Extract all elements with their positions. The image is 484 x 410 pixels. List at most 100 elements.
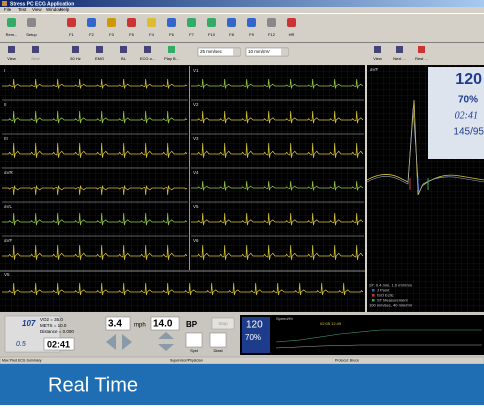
vitals-mini: [242, 317, 270, 353]
tool-icon[interactable]: [396, 46, 403, 53]
tool-icon[interactable]: [287, 18, 296, 27]
tool-icon[interactable]: [247, 18, 256, 27]
tool-label[interactable]: F8: [229, 32, 234, 37]
status-field: Protocol: Bruce: [335, 358, 359, 362]
tool-icon[interactable]: [147, 18, 156, 27]
tool-label[interactable]: Rest ...: [415, 56, 428, 61]
tool-icon[interactable]: [144, 46, 151, 53]
tool-label[interactable]: F5: [129, 32, 134, 37]
median-beat: [366, 107, 484, 194]
legend-item: J Point: [377, 288, 390, 293]
tool-icon[interactable]: [120, 46, 127, 53]
menu-item[interactable]: File: [4, 7, 12, 12]
tool-icon[interactable]: [7, 18, 16, 27]
tool-label[interactable]: F12: [268, 32, 276, 37]
tool-label[interactable]: View: [7, 56, 16, 61]
caption: Real Time: [48, 374, 138, 396]
title-bar: [0, 0, 484, 7]
ecg-trace: [2, 212, 188, 226]
ecg-trace: [2, 185, 188, 196]
trend-time: 02:05 12:49: [320, 321, 342, 326]
grade-box: [150, 316, 180, 331]
menu-item[interactable]: Window: [46, 7, 63, 12]
mets: METS = 10.0: [40, 323, 67, 328]
menu-item[interactable]: Test: [18, 7, 27, 12]
tool-icon[interactable]: [167, 18, 176, 27]
vitals-spo2: 70%: [458, 95, 478, 106]
tool-label[interactable]: Rem...: [6, 32, 18, 37]
tool-icon[interactable]: [27, 18, 36, 27]
dropdown-value[interactable]: 10 mm/mV: [248, 49, 270, 54]
tool-icon[interactable]: [207, 18, 216, 27]
menu-item[interactable]: View: [32, 7, 42, 12]
bp-label: BP: [186, 320, 198, 329]
tool-label[interactable]: F4: [149, 32, 154, 37]
grade-arrows[interactable]: [158, 332, 174, 351]
speed-arrows[interactable]: [106, 334, 132, 350]
tool-icon[interactable]: [32, 46, 39, 53]
tool-icon[interactable]: [227, 18, 236, 27]
lead-label: aVL: [4, 204, 13, 209]
tool-label[interactable]: BL: [121, 56, 127, 61]
tool-icon[interactable]: [87, 18, 96, 27]
lead-label: aVF: [4, 238, 13, 243]
tool-label[interactable]: Next ...: [393, 56, 406, 61]
status-field: Max Pred ECG Summary: [2, 358, 42, 362]
speed: 3.4: [108, 319, 122, 330]
trend-line: [275, 344, 482, 349]
tool-icon[interactable]: [96, 46, 103, 53]
tool-label[interactable]: Setup: [26, 32, 37, 37]
tool-icon[interactable]: [267, 18, 276, 27]
ecg-trace: [2, 110, 188, 124]
tool-icon[interactable]: [127, 18, 136, 27]
tool-label[interactable]: F2: [89, 32, 94, 37]
tool-label[interactable]: EMG: [95, 56, 104, 61]
mini-spo2: 70%: [245, 333, 261, 342]
dropdown-value[interactable]: 25 mm/sec: [200, 49, 223, 54]
tool-icon[interactable]: [168, 46, 175, 53]
lead-label: V2: [193, 102, 199, 107]
ecg-trace: [191, 244, 364, 260]
stop-button[interactable]: [211, 317, 235, 330]
ecg-trace: [191, 212, 364, 226]
dropdown-arrow[interactable]: [233, 48, 240, 56]
tool-icon[interactable]: [72, 46, 79, 53]
tool-label[interactable]: HR: [289, 32, 295, 37]
tool-label[interactable]: F6: [169, 32, 174, 37]
tool-icon[interactable]: [374, 46, 381, 53]
tool-label[interactable]: View: [373, 56, 382, 61]
syst-label: Syst: [190, 348, 199, 353]
tool-label[interactable]: ECG o...: [140, 56, 155, 61]
tool-icon[interactable]: [418, 46, 425, 53]
menu-item[interactable]: Help: [60, 7, 70, 12]
tool-label[interactable]: 50 Hz: [70, 56, 80, 61]
tool-label[interactable]: F1: [69, 32, 74, 37]
status-bar: [0, 356, 484, 365]
tool-label[interactable]: F3: [109, 32, 114, 37]
stop-label[interactable]: Stop: [218, 321, 228, 326]
dropdown-arrow[interactable]: [281, 48, 288, 56]
hr-value: 107: [22, 319, 36, 328]
tool-icon[interactable]: [187, 18, 196, 27]
tool-label[interactable]: Next: [31, 56, 40, 61]
lead-label: V6: [193, 238, 199, 243]
tool-label[interactable]: F7: [189, 32, 194, 37]
vitals-time: 02:41: [455, 110, 478, 121]
lead-label: aVR: [4, 170, 14, 175]
legend-swatch: [372, 289, 375, 292]
time: 02:41: [47, 339, 70, 349]
tool-label[interactable]: F9: [249, 32, 254, 37]
legend-swatch: [372, 299, 375, 302]
lead-label: II: [4, 102, 7, 107]
diast-box[interactable]: [209, 332, 227, 348]
trend-panel: [240, 315, 484, 355]
syst-box[interactable]: [185, 332, 203, 348]
distance: Distance = 0.000: [40, 329, 74, 334]
tool-label[interactable]: Play B...: [164, 56, 179, 61]
tool-label[interactable]: F10: [208, 32, 216, 37]
tool-icon[interactable]: [8, 46, 15, 53]
speed-box: [105, 316, 131, 331]
tool-icon[interactable]: [67, 18, 76, 27]
lead-label: aVF: [370, 67, 379, 72]
tool-icon[interactable]: [107, 18, 116, 27]
